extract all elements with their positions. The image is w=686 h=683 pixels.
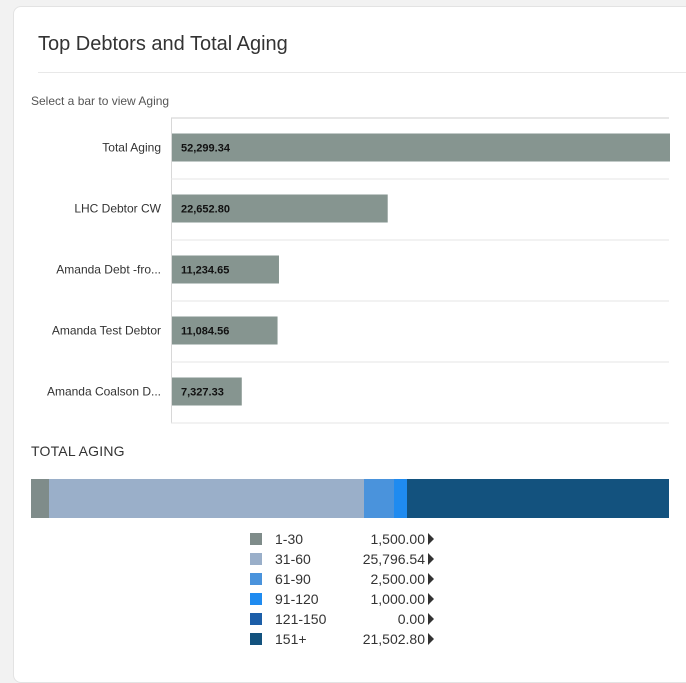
legend-swatch <box>250 553 262 565</box>
bar-value-label: 22,652.80 <box>181 204 230 216</box>
legend-swatch <box>250 533 262 545</box>
legend-swatch <box>250 633 262 645</box>
debtor-bar[interactable] <box>172 316 278 345</box>
caret-right-icon[interactable] <box>428 633 434 645</box>
category-label: Amanda Coalson D... <box>47 385 161 399</box>
card-title: Top Debtors and Total Aging <box>38 33 288 55</box>
title-divider <box>38 72 686 73</box>
aging-segment[interactable] <box>31 479 50 518</box>
aging-segment[interactable] <box>406 479 669 518</box>
bar-value-label: 11,234.65 <box>181 265 229 277</box>
bar-value-label: 7,327.33 <box>181 387 224 399</box>
legend-label: 61-90 <box>275 571 311 587</box>
legend-item[interactable]: 121-150 0.00 <box>250 609 470 629</box>
legend-label: 1-30 <box>275 531 304 547</box>
legend-value: 25,796.54 <box>362 551 425 567</box>
legend-swatch <box>250 573 262 585</box>
legend-item[interactable]: 151+ 21,502.80 <box>250 629 470 649</box>
legend-item[interactable]: 91-120 1,000.00 <box>250 589 470 609</box>
legend-value: 1,500.00 <box>370 531 426 547</box>
bar-value-label: 52,299.34 <box>181 143 231 155</box>
category-label: LHC Debtor CW <box>74 202 161 216</box>
legend-swatch <box>250 613 262 625</box>
legend-value: 2,500.00 <box>370 571 426 587</box>
legend-item[interactable]: 1-30 1,500.00 <box>250 529 470 549</box>
aging-legend: 1-30 1,500.00 31-60 25,796.54 61-90 2,500.00 9… <box>250 529 470 649</box>
legend-swatch <box>250 593 262 605</box>
bar-value-label: 11,084.56 <box>181 326 229 338</box>
debtor-bar[interactable] <box>172 255 279 284</box>
legend-item[interactable]: 61-90 2,500.00 <box>250 569 470 589</box>
top-debtors-bar-chart: Total Aging 52,299.34 LHC Debtor CW 22,652.… <box>47 117 670 424</box>
legend-label: 121-150 <box>275 611 327 627</box>
aging-segment[interactable] <box>394 479 407 518</box>
caret-right-icon[interactable] <box>428 533 434 545</box>
debtor-bar[interactable] <box>172 194 388 223</box>
category-label: Amanda Debt -fro... <box>56 263 161 277</box>
bar-select-hint: Select a bar to view Aging <box>31 94 170 108</box>
legend-value: 0.00 <box>397 611 425 627</box>
legend-label: 151+ <box>275 631 307 647</box>
category-label: Amanda Test Debtor <box>52 324 161 338</box>
debtors-card <box>13 6 686 683</box>
debtor-bar[interactable] <box>172 377 242 406</box>
category-label: Total Aging <box>102 141 161 155</box>
caret-right-icon[interactable] <box>428 593 434 605</box>
caret-right-icon[interactable] <box>428 613 434 625</box>
legend-item[interactable]: 31-60 25,796.54 <box>250 549 470 569</box>
aging-segment[interactable] <box>363 479 395 518</box>
debtor-bar[interactable] <box>172 133 670 162</box>
caret-right-icon[interactable] <box>428 553 434 565</box>
legend-label: 31-60 <box>275 551 311 567</box>
legend-label: 91-120 <box>275 591 319 607</box>
caret-right-icon[interactable] <box>428 573 434 585</box>
legend-value: 21,502.80 <box>362 631 425 647</box>
total-aging-stacked-bar[interactable] <box>31 479 669 518</box>
total-aging-title: TOTAL AGING <box>31 443 125 459</box>
aging-segment[interactable] <box>49 479 364 518</box>
legend-value: 1,000.00 <box>370 591 426 607</box>
